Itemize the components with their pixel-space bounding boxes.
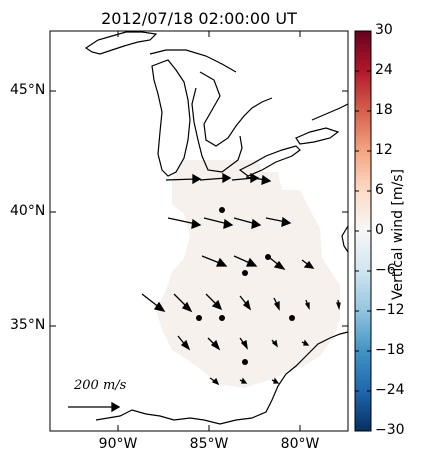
station-markers bbox=[196, 207, 295, 365]
wind-arrow bbox=[167, 217, 202, 229]
lon-label-80w: 80°W bbox=[280, 436, 320, 452]
station-dot bbox=[219, 207, 225, 213]
lake-superior-shore bbox=[84, 31, 158, 55]
lat-label-35n: 35°N bbox=[10, 317, 46, 333]
wind-arrow bbox=[245, 174, 272, 185]
colorbar-ticks bbox=[355, 70, 371, 392]
map-frame bbox=[49, 30, 349, 432]
wind-arrow bbox=[239, 337, 248, 350]
horizontal-wind-vectors bbox=[141, 172, 341, 386]
station-dot bbox=[196, 315, 202, 321]
wind-arrow bbox=[173, 293, 193, 313]
wind-arrow bbox=[201, 255, 228, 267]
colorbar-tick-label: 24 bbox=[375, 62, 393, 78]
wind-arrow bbox=[141, 293, 166, 312]
map-panel bbox=[49, 30, 349, 432]
colorbar-tick-label: −18 bbox=[375, 342, 405, 358]
map-ticks bbox=[50, 31, 348, 431]
scale-arrow bbox=[68, 401, 121, 413]
colorbar-tick-label: 0 bbox=[375, 222, 384, 238]
wind-arrow bbox=[233, 217, 262, 229]
lon-label-90w: 90°W bbox=[98, 436, 138, 452]
colorbar-tick-label: 12 bbox=[375, 142, 393, 158]
wind-arrow bbox=[239, 295, 252, 311]
station-dot bbox=[289, 315, 295, 321]
wind-arrow bbox=[209, 377, 220, 386]
colorbar-tick-label: −6 bbox=[375, 262, 396, 278]
scale-arrow-label: 200 m/s bbox=[74, 378, 127, 393]
wind-arrow bbox=[273, 297, 280, 311]
atlantic-coast bbox=[341, 225, 349, 253]
lake-ontario-shore bbox=[295, 127, 340, 145]
wind-arrow bbox=[233, 255, 258, 267]
gulf-coast bbox=[95, 331, 349, 425]
wind-arrow bbox=[203, 217, 234, 229]
vertical-wind-field bbox=[156, 160, 340, 388]
station-dot bbox=[242, 270, 248, 276]
lake-michigan-shore bbox=[151, 59, 191, 177]
wind-arrow bbox=[304, 299, 310, 310]
colorbar-tick-label: 18 bbox=[375, 102, 393, 118]
wind-arrow bbox=[165, 173, 202, 185]
lower-michigan-shore bbox=[191, 87, 243, 173]
lat-label-45n: 45°N bbox=[10, 82, 46, 98]
colorbar-tick-label: 6 bbox=[375, 182, 384, 198]
wind-arrow bbox=[269, 257, 286, 271]
wind-arrow bbox=[336, 299, 341, 311]
map-title: 2012/07/18 02:00:00 UT bbox=[101, 9, 297, 28]
station-dot bbox=[265, 254, 271, 260]
colorbar-label: Vertical wind [m/s] bbox=[390, 169, 406, 300]
station-dot bbox=[242, 359, 248, 365]
wind-arrow bbox=[205, 293, 223, 311]
wind-arrow bbox=[199, 172, 232, 184]
colorbar-tick-label: −24 bbox=[375, 382, 405, 398]
wind-arrow bbox=[239, 377, 248, 384]
wind-arrow bbox=[265, 216, 292, 227]
upper-peninsula-shore bbox=[149, 49, 237, 73]
coastlines bbox=[84, 31, 349, 425]
wind-arrow bbox=[301, 339, 310, 346]
wind-arrow bbox=[271, 339, 278, 348]
lon-label-85w: 85°W bbox=[189, 436, 229, 452]
wind-arrow bbox=[271, 377, 280, 384]
colorbar-tick-label: −12 bbox=[375, 302, 405, 318]
st-lawrence-shore bbox=[311, 103, 349, 121]
colorbar bbox=[354, 30, 372, 432]
wind-arrow bbox=[207, 337, 221, 351]
colorbar-tick-label: −30 bbox=[375, 422, 405, 438]
colorbar-tick-label: 30 bbox=[375, 22, 393, 38]
wind-arrow bbox=[301, 259, 315, 269]
wind-arrow bbox=[177, 335, 191, 351]
lake-erie-shore bbox=[238, 145, 301, 177]
lat-label-40n: 40°N bbox=[10, 203, 46, 219]
station-dot bbox=[219, 315, 225, 321]
lake-huron-shore bbox=[199, 71, 273, 147]
